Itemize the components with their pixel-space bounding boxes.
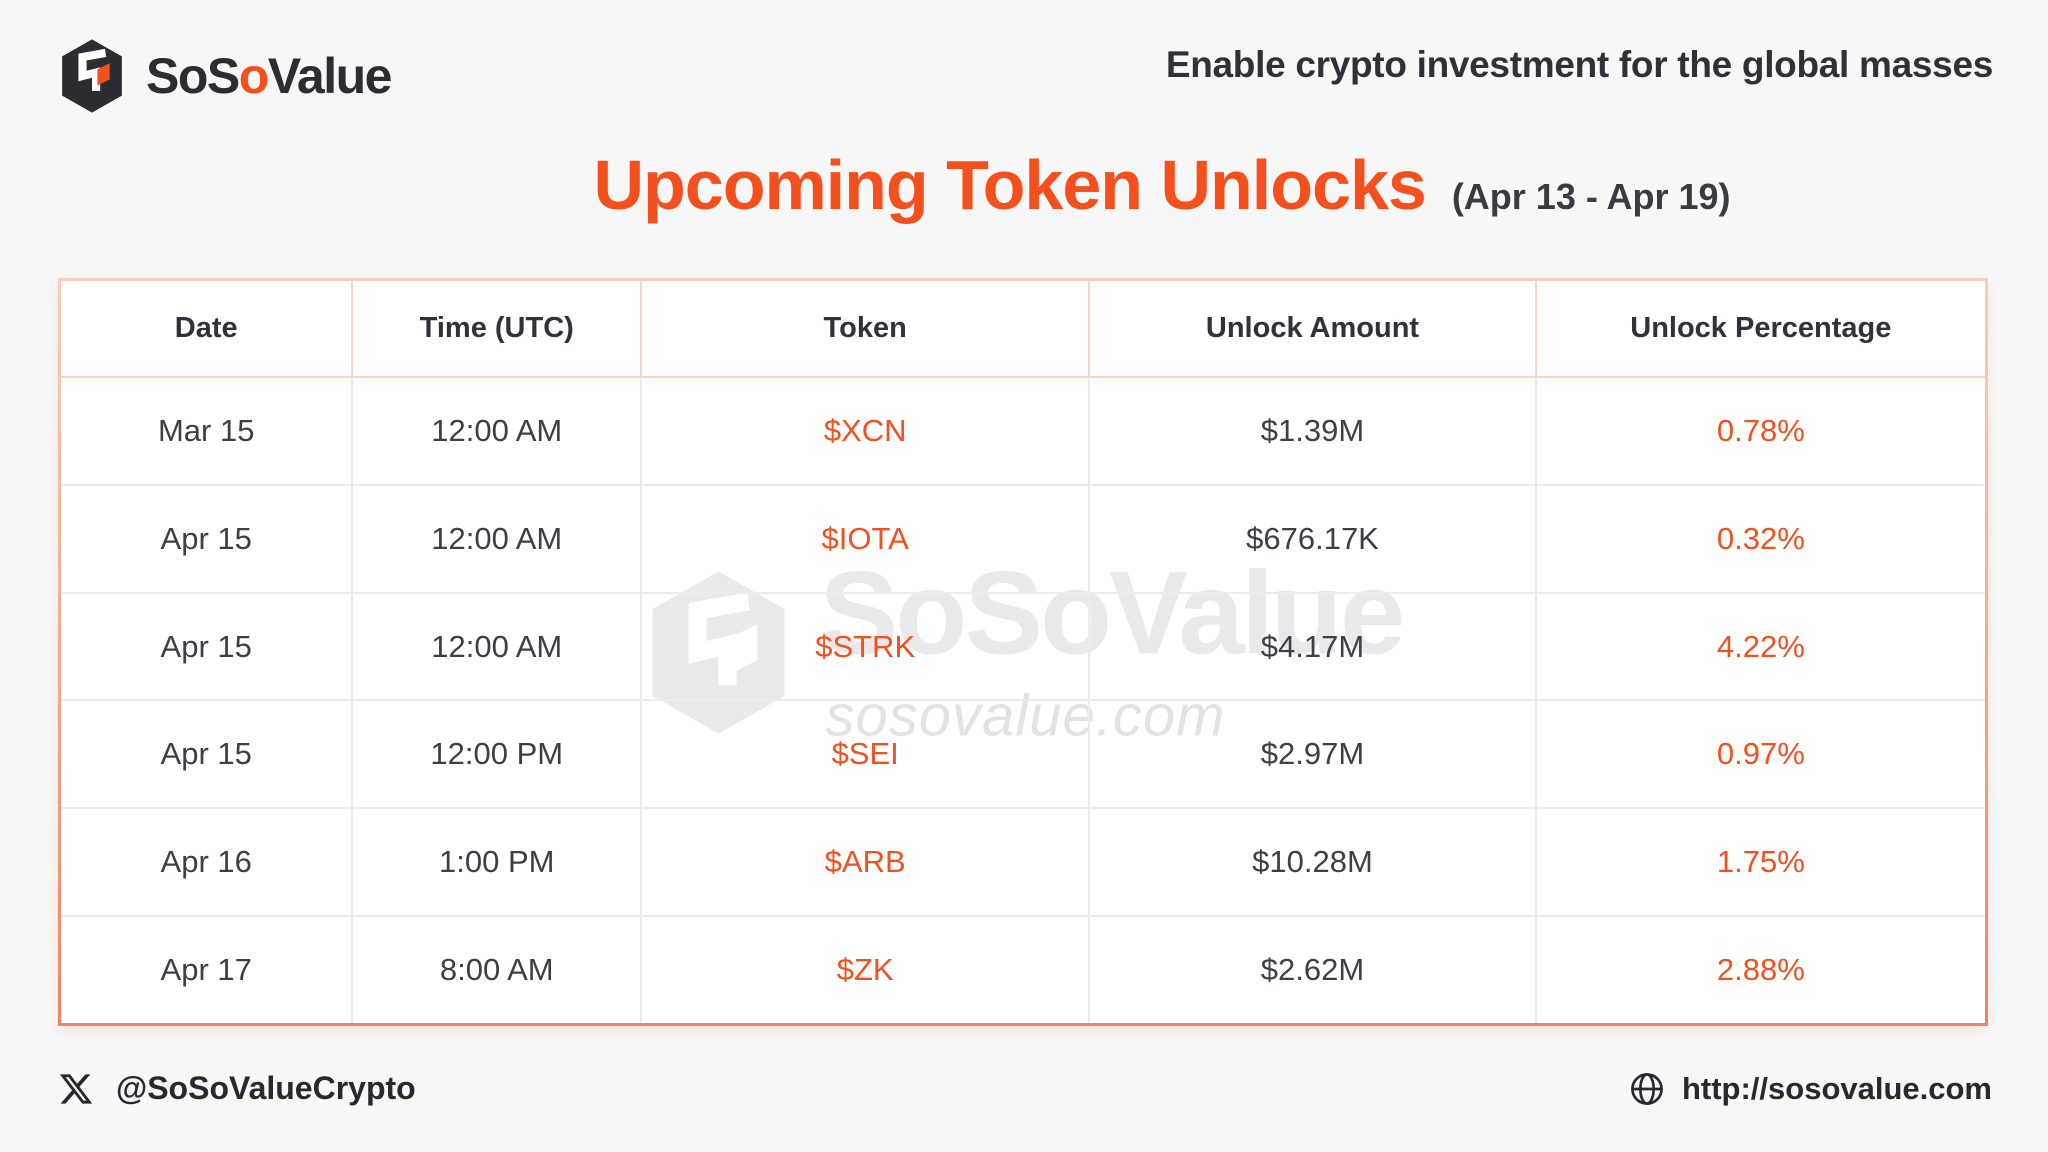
cell-token: $SEI [642, 701, 1091, 808]
table-row: Apr 15 12:00 PM $SEI $2.97M 0.97% [61, 701, 1985, 810]
cell-date: Apr 15 [61, 701, 354, 808]
cell-time: 12:00 AM [353, 378, 643, 484]
table-row: Apr 17 8:00 AM $ZK $2.62M 2.88% [61, 917, 1985, 1023]
cell-token: $ARB [642, 809, 1091, 916]
cell-token: $IOTA [642, 485, 1091, 592]
cell-unlock-amount: $2.97M [1090, 701, 1537, 808]
cell-date: Mar 15 [61, 378, 354, 484]
globe-icon [1631, 1073, 1663, 1105]
cell-unlock-percentage: 2.88% [1716, 952, 1805, 988]
title-row: Upcoming Token Unlocks (Apr 13 - Apr 19) [138, 140, 2048, 231]
date-range: (Apr 13 - Apr 19) [1451, 176, 1731, 217]
website-url[interactable]: http://sosovalue.com [1681, 1071, 1992, 1106]
cell-date: Apr 15 [61, 485, 354, 592]
column-header-unlock-amount: Unlock Amount [1090, 281, 1537, 376]
x-twitter-icon [59, 1073, 93, 1104]
cell-unlock-amount: $2.62M [1090, 917, 1537, 1023]
cell-time: 1:00 PM [353, 809, 643, 916]
cell-unlock-percentage: 0.78% [1716, 412, 1805, 448]
cell-token: $XCN [642, 378, 1091, 484]
column-header-unlock-percentage: Unlock Percentage [1630, 312, 1892, 344]
brand-wordmark: SoSoValue [146, 48, 393, 104]
footer-website: http://sosovalue.com [1628, 1070, 1992, 1108]
column-header-date: Date [61, 281, 354, 376]
token-unlocks-table: SoSoValue sosovalue.com Date Time (UTC) … [58, 278, 1988, 1026]
cell-unlock-percentage: 4.22% [1716, 628, 1805, 664]
sosovalue-cube-icon [62, 39, 122, 113]
cell-date: Apr 15 [61, 593, 354, 700]
table-row: Mar 15 12:00 AM $XCN $1.39M 0.78% [61, 378, 1985, 486]
column-header-token: Token [642, 281, 1091, 376]
brand-wordmark-dot: o [238, 48, 270, 104]
table-header-row: Date Time (UTC) Token Unlock Amount Unlo… [61, 281, 1985, 378]
table-row: Apr 15 12:00 AM $IOTA $676.17K 0.32% [61, 485, 1985, 594]
cell-unlock-amount: $676.17K [1090, 485, 1537, 592]
cell-time: 8:00 AM [353, 917, 643, 1023]
cell-unlock-amount: $1.39M [1090, 378, 1537, 484]
cell-token: $STRK [642, 593, 1091, 700]
cell-unlock-amount: $4.17M [1090, 593, 1537, 700]
cell-date: Apr 17 [61, 917, 354, 1023]
page-title: Upcoming Token Unlocks [593, 146, 1426, 224]
twitter-handle[interactable]: @SoSoValueCrypto [116, 1070, 416, 1106]
column-header-time: Time (UTC) [353, 281, 643, 376]
cell-unlock-percentage: 0.32% [1716, 520, 1805, 556]
table-body: Mar 15 12:00 AM $XCN $1.39M 0.78% Apr 15… [61, 378, 1985, 1023]
footer-social: @SoSoValueCrypto [58, 1070, 416, 1107]
table-row: Apr 16 1:00 PM $ARB $10.28M 1.75% [61, 809, 1985, 918]
tagline: Enable crypto investment for the global … [1165, 44, 1993, 85]
brand-wordmark-post: Value [267, 48, 393, 104]
cell-date: Apr 16 [61, 809, 354, 916]
cell-unlock-percentage: 0.97% [1716, 736, 1805, 772]
cell-time: 12:00 PM [353, 701, 643, 808]
brand-logo: SoSoValue [58, 38, 393, 114]
brand-wordmark-pre: SoS [146, 48, 240, 104]
cell-time: 12:00 AM [353, 485, 643, 592]
cell-unlock-amount: $10.28M [1090, 809, 1537, 916]
cell-time: 12:00 AM [353, 593, 643, 700]
table-row: Apr 15 12:00 AM $STRK $4.17M 4.22% [61, 593, 1985, 702]
cell-unlock-percentage: 1.75% [1716, 844, 1805, 880]
cell-token: $ZK [642, 917, 1091, 1023]
